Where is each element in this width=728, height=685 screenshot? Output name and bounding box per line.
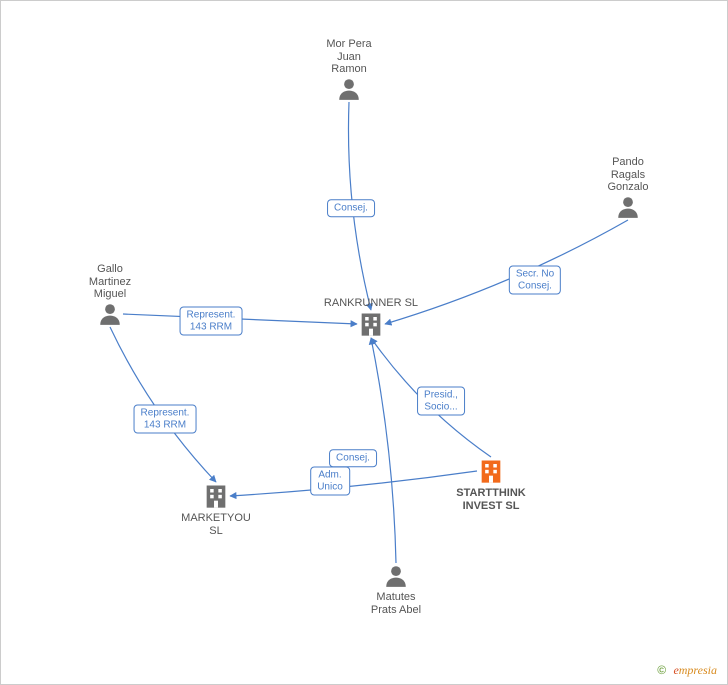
edge-line xyxy=(385,220,628,324)
node-marketyou[interactable]: MARKETYOU SL xyxy=(181,482,251,537)
person-icon xyxy=(326,76,371,102)
edge-label: Represent. 143 RRM xyxy=(134,405,197,434)
edge-label: Presid., Socio... xyxy=(417,387,465,416)
node-pando[interactable]: Pando Ragals Gonzalo xyxy=(608,156,649,220)
building-icon xyxy=(181,482,251,510)
node-mor_pera[interactable]: Mor Pera Juan Ramon xyxy=(326,38,371,102)
node-label: Gallo Martinez Miguel xyxy=(89,263,131,301)
footer-attribution: © empresia xyxy=(657,663,717,678)
node-label: STARTTHINK INVEST SL xyxy=(456,487,525,512)
node-gallo[interactable]: Gallo Martinez Miguel xyxy=(89,263,131,327)
edge-label: Adm. Unico xyxy=(310,467,350,496)
edge-label: Represent. 143 RRM xyxy=(180,307,243,336)
copyright-symbol: © xyxy=(657,663,666,677)
node-label: Mor Pera Juan Ramon xyxy=(326,38,371,76)
edge-label: Secr. No Consej. xyxy=(509,266,561,295)
edge-label: Consej. xyxy=(327,199,375,217)
node-label: MARKETYOU SL xyxy=(181,512,251,537)
node-matutes[interactable]: Matutes Prats Abel xyxy=(371,563,421,616)
node-label: RANKRUNNER SL xyxy=(324,297,418,310)
node-label: Matutes Prats Abel xyxy=(371,591,421,616)
diagram-canvas: Mor Pera Juan Ramon Pando Ragals Gonzalo… xyxy=(0,0,728,685)
brand-name: empresia xyxy=(673,663,717,677)
node-startthink[interactable]: STARTTHINK INVEST SL xyxy=(456,457,525,512)
building-icon xyxy=(456,457,525,485)
person-icon xyxy=(608,194,649,220)
node-rankrunner[interactable]: RANKRUNNER SL xyxy=(324,297,418,338)
edge-line xyxy=(230,471,477,496)
node-label: Pando Ragals Gonzalo xyxy=(608,156,649,194)
person-icon xyxy=(89,301,131,327)
building-icon xyxy=(324,310,418,338)
edges-layer xyxy=(1,1,728,685)
edge-label: Consej. xyxy=(329,449,377,467)
person-icon xyxy=(371,563,421,589)
